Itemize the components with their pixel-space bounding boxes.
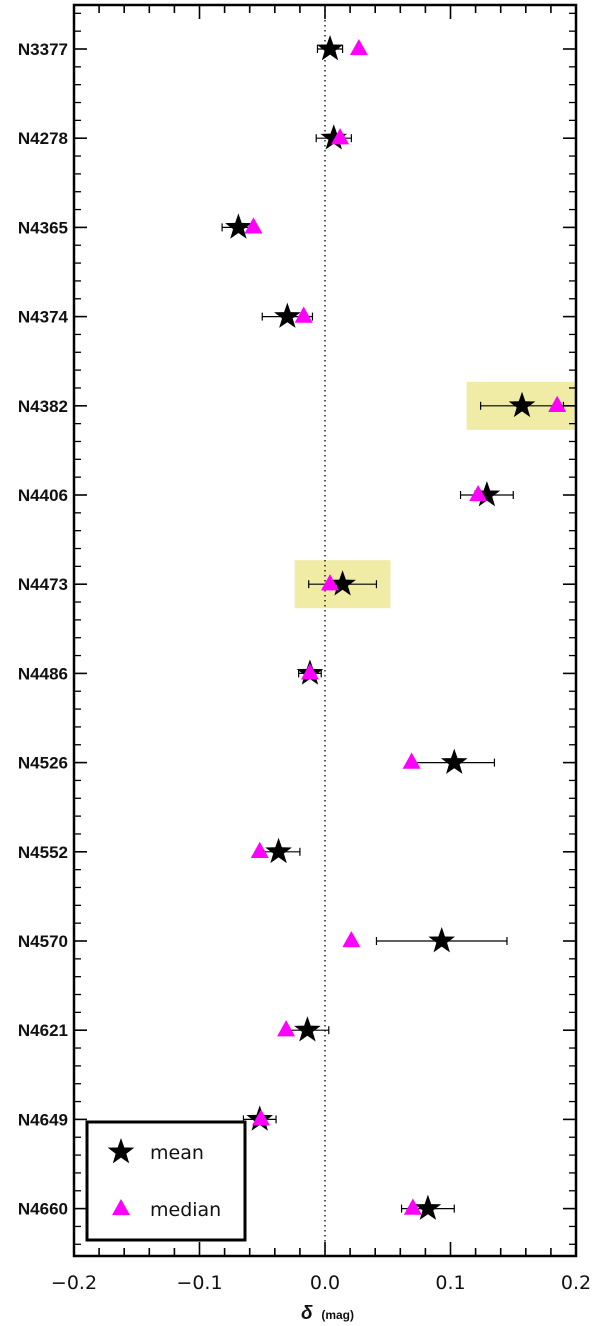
x-tick-label: −0.1	[176, 1272, 222, 1294]
y-label-N4278: N4278	[18, 129, 68, 148]
mean-star-N4660	[414, 1194, 442, 1220]
y-label-N4473: N4473	[18, 575, 68, 594]
median-triangle-N4374	[294, 306, 313, 323]
y-label-N4621: N4621	[18, 1021, 68, 1040]
legend-label-median: median	[150, 1199, 221, 1221]
x-tick-label: −0.2	[51, 1272, 97, 1294]
y-label-N4374: N4374	[18, 308, 69, 327]
median-triangle-N4649	[251, 1109, 270, 1126]
median-triangle-N3377	[349, 38, 368, 56]
axis-ticks	[73, 5, 577, 1256]
mean-star-N4473	[329, 570, 356, 596]
legend-mean-star	[107, 1138, 135, 1164]
y-label-N4365: N4365	[18, 218, 68, 237]
y-label-N4649: N4649	[18, 1110, 68, 1129]
y-label-N4406: N4406	[18, 486, 68, 505]
x-tick-label: 0.2	[561, 1272, 591, 1294]
median-triangle-N4660	[403, 1198, 422, 1215]
median-triangle-N4526	[402, 752, 421, 769]
mean-star-N3377	[316, 35, 344, 61]
y-label-N4552: N4552	[18, 843, 68, 862]
mean-star-N4365	[225, 213, 252, 239]
y-label-N3377: N3377	[18, 40, 68, 59]
highlight-layer	[294, 381, 576, 609]
legend-label-mean: mean	[150, 1142, 204, 1164]
median-triangle-N4473	[321, 574, 340, 591]
mean-star-N4621	[294, 1016, 321, 1042]
y-label-N4526: N4526	[18, 754, 68, 773]
y-label-N4570: N4570	[18, 932, 68, 951]
median-triangle-N4621	[277, 1020, 296, 1037]
mean-star-N4570	[428, 927, 456, 953]
mean-star-N4526	[440, 748, 468, 774]
mean-star-N4382	[508, 391, 536, 418]
legend: mean median	[85, 1120, 247, 1242]
mean-star-N4552	[265, 837, 292, 864]
x-tick-label: 0.0	[310, 1272, 340, 1294]
x-tick-label: 0.1	[435, 1272, 465, 1294]
y-label-N4660: N4660	[18, 1200, 68, 1219]
y-axis-labels: N3377 N4278 N4365 N4374 N4382 N4406 N4473 N4486…	[18, 40, 69, 1219]
median-triangle-N4382	[548, 395, 567, 412]
median-triangle-N4406	[469, 484, 488, 502]
legend-box	[85, 1120, 247, 1242]
median-triangle-N4365	[244, 217, 263, 234]
data-markers	[221, 35, 567, 1220]
mean-star-N4278	[320, 124, 348, 150]
x-axis-title-symbol: δ	[301, 1303, 313, 1324]
median-triangle-N4552	[250, 841, 269, 858]
mean-star-N4374	[274, 302, 301, 328]
median-triangle-N4570	[342, 930, 361, 948]
median-triangle-N4278	[331, 128, 350, 145]
x-axis-title: δ (mag)	[301, 1303, 354, 1324]
median-triangle-N4486	[300, 663, 319, 680]
x-axis-tick-labels: −0.2 −0.1 0.0 0.1 0.2	[51, 1272, 591, 1294]
y-label-N4382: N4382	[18, 397, 68, 416]
legend-median-triangle	[112, 1198, 130, 1216]
mean-star-N4406	[473, 481, 501, 507]
x-axis-title-unit: (mag)	[321, 1308, 354, 1322]
y-label-N4486: N4486	[18, 664, 68, 683]
